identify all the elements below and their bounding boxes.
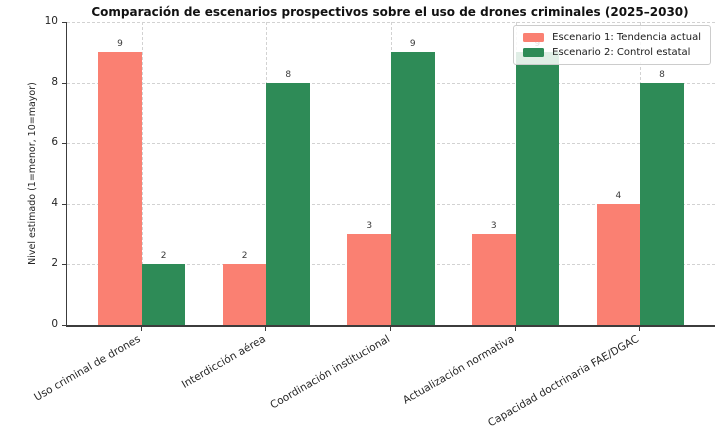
y-tick-mark-8 xyxy=(62,82,66,84)
legend: Escenario 1: Tendencia actual Escenario … xyxy=(513,25,711,65)
bar-value-label-series2-cat5: 8 xyxy=(659,69,665,80)
y-tick-label-0: 0 xyxy=(51,318,58,330)
legend-label-escenario-1: Escenario 1: Tendencia actual xyxy=(552,32,701,43)
bar-series2-cat1 xyxy=(141,264,186,325)
bar-series1-cat5 xyxy=(596,203,641,325)
chart-title: Comparación de escenarios prospectivos s… xyxy=(91,5,689,19)
bar-value-label-series1-cat2: 2 xyxy=(241,251,248,262)
bar-value-label-series1-cat5: 4 xyxy=(615,190,622,201)
bar-value-label-series2-cat1: 2 xyxy=(160,251,167,262)
y-tick-mark-6 xyxy=(62,143,66,145)
y-tick-label-2: 2 xyxy=(51,257,58,270)
bar-series2-cat2 xyxy=(266,82,310,325)
bar-value-label-series2-cat2: 8 xyxy=(285,69,292,80)
y-tick-label-6: 6 xyxy=(51,136,58,149)
x-tick-label-2: Interdicción aérea xyxy=(179,333,268,391)
x-tick-label-5: Capacidad doctrinaria FAE/DGAC xyxy=(486,333,642,430)
bar-series2-cat4 xyxy=(515,52,560,325)
x-tick-label-3: Coordinación institucional xyxy=(268,333,392,412)
x-tick-label-1: Uso criminal de drones xyxy=(32,333,143,404)
y-tick-mark-0 xyxy=(62,325,66,326)
y-axis-label: Nivel estimado (1=menor, 10=mayor) xyxy=(27,82,38,265)
x-tick-mark-2 xyxy=(265,327,267,331)
bar-value-label-series1-cat3: 3 xyxy=(366,221,373,232)
plot-area: Escenario 1: Tendencia actual Escenario … xyxy=(66,22,715,327)
legend-swatch-escenario-1-icon xyxy=(523,33,545,42)
x-tick-mark-1 xyxy=(140,327,142,331)
x-tick-label-4: Actualización normativa xyxy=(401,333,517,407)
y-tick-mark-4 xyxy=(62,203,66,205)
gridline-x-1 xyxy=(141,22,143,325)
y-tick-mark-10 xyxy=(62,22,66,23)
bar-series1-cat1 xyxy=(98,52,142,325)
bar-value-label-series2-cat3: 9 xyxy=(409,39,416,50)
bar-series1-cat3 xyxy=(347,234,391,325)
legend-item-escenario-2: Escenario 2: Control estatal xyxy=(523,47,701,58)
y-tick-label-8: 8 xyxy=(51,75,58,88)
legend-swatch-escenario-2-icon xyxy=(523,48,545,57)
y-tick-label-4: 4 xyxy=(51,196,58,209)
y-tick-mark-2 xyxy=(62,264,66,266)
legend-label-escenario-2: Escenario 2: Control estatal xyxy=(552,47,691,58)
bar-series1-cat2 xyxy=(222,264,267,325)
x-tick-mark-3 xyxy=(390,327,391,331)
bar-series2-cat5 xyxy=(640,82,684,325)
x-tick-mark-4 xyxy=(514,327,516,331)
bar-series1-cat4 xyxy=(472,234,516,325)
bar-value-label-series1-cat4: 3 xyxy=(490,221,497,232)
y-tick-label-10: 10 xyxy=(44,15,58,27)
legend-item-escenario-1: Escenario 1: Tendencia actual xyxy=(523,32,701,43)
bar-series2-cat3 xyxy=(391,52,435,325)
bar-value-label-series1-cat1: 9 xyxy=(117,39,123,50)
x-tick-mark-5 xyxy=(639,327,641,331)
